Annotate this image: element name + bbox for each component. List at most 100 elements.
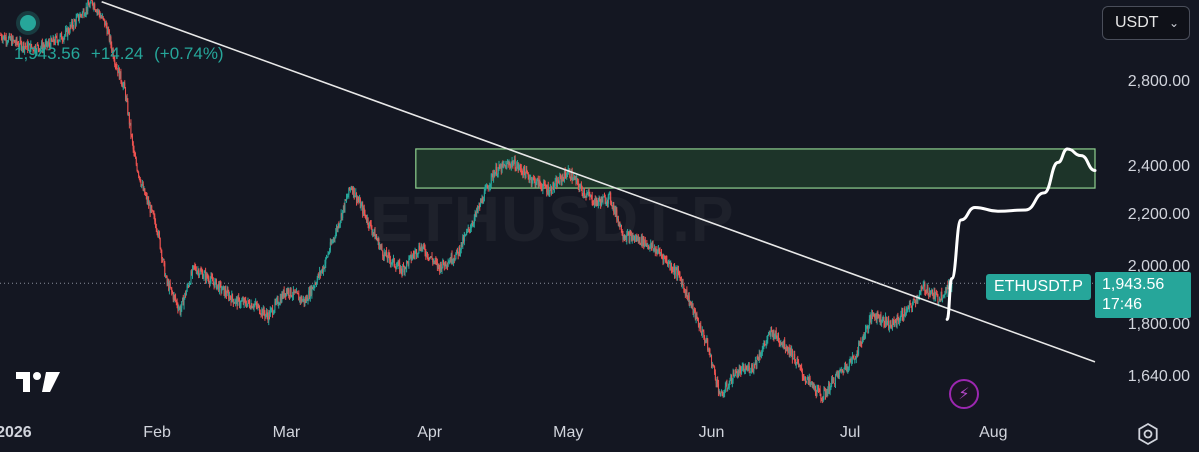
candle-body — [336, 227, 338, 230]
candle-body — [394, 265, 396, 268]
candle-body — [829, 389, 831, 392]
candle-body — [891, 325, 893, 328]
candle-body — [319, 271, 321, 275]
candle-body — [700, 325, 702, 333]
candle-body — [98, 10, 100, 12]
candle-body — [627, 232, 629, 234]
candle-body — [7, 37, 9, 42]
candle-body — [60, 33, 62, 36]
candle-body — [400, 266, 402, 272]
candle-body — [553, 182, 555, 189]
candle-body — [182, 298, 184, 306]
candle-body — [813, 383, 815, 389]
candle-body — [235, 298, 237, 300]
candle-body — [47, 44, 49, 47]
candle-body — [128, 113, 130, 125]
settings-gear-icon[interactable] — [1136, 422, 1160, 446]
candle-body — [148, 204, 150, 206]
candle-body — [642, 236, 644, 245]
candle-body — [934, 291, 936, 298]
candle-body — [922, 288, 924, 290]
candle-body — [637, 237, 639, 242]
candle-body — [365, 214, 367, 219]
candle-body — [810, 382, 812, 384]
candle-body — [811, 381, 813, 387]
candle-body — [375, 236, 377, 240]
candle-body — [716, 379, 718, 384]
candle-body — [113, 57, 115, 61]
candle-body — [153, 214, 155, 216]
candle-body — [274, 301, 276, 311]
candle-body — [45, 41, 47, 44]
candle-body — [841, 369, 843, 372]
candle-body — [721, 391, 723, 395]
candle-body — [925, 292, 927, 294]
currency-selector[interactable]: USDT ⌄ — [1102, 6, 1190, 40]
candle-body — [195, 266, 197, 271]
candle-body — [545, 186, 547, 188]
candle-body — [71, 21, 73, 27]
candle-body — [821, 399, 823, 402]
candle-body — [808, 376, 810, 382]
candle-body — [551, 192, 553, 194]
candle-body — [506, 162, 508, 164]
candle-body — [357, 198, 359, 201]
candle-body — [425, 253, 427, 257]
candle-body — [405, 267, 407, 269]
candle-body — [633, 235, 635, 240]
candle-body — [486, 185, 488, 188]
candle-body — [866, 325, 868, 328]
candle-body — [129, 122, 131, 125]
candle-body — [722, 394, 724, 397]
candle-body — [571, 171, 573, 180]
candle-body — [711, 354, 713, 366]
candle-body — [666, 259, 668, 263]
candle-body — [776, 336, 778, 340]
lightning-bolt-icon[interactable]: ⚡︎ — [949, 379, 979, 409]
candle-body — [340, 213, 342, 221]
candle-body — [540, 184, 542, 189]
candle-body — [293, 289, 295, 293]
candle-body — [547, 185, 549, 195]
candle-body — [632, 236, 634, 240]
candle-body — [536, 178, 538, 180]
candle-body — [738, 368, 740, 375]
candle-body — [101, 16, 103, 18]
candle-body — [904, 309, 906, 316]
candle-body — [644, 240, 646, 245]
candle-body — [591, 195, 593, 203]
candle-body — [337, 224, 339, 230]
candle-body — [21, 47, 23, 50]
candle-body — [13, 40, 15, 42]
candle-body — [294, 292, 296, 294]
candle-body — [233, 302, 235, 304]
candle-body — [892, 319, 894, 321]
candle-body — [43, 46, 45, 48]
candle-body — [235, 299, 237, 303]
candle-body — [798, 364, 800, 366]
candle-body — [151, 210, 153, 212]
candle-body — [310, 287, 312, 295]
candle-body — [855, 358, 857, 360]
candle-body — [118, 68, 120, 74]
candle-body — [303, 298, 305, 304]
candle-body — [517, 163, 519, 169]
candle-body — [578, 186, 580, 190]
candle-body — [406, 261, 408, 269]
candle-body — [669, 261, 671, 267]
candle-body — [819, 389, 821, 395]
candle-body — [500, 165, 502, 172]
candle-body — [185, 291, 187, 296]
candle-body — [217, 284, 219, 286]
candle-body — [404, 267, 406, 273]
candle-body — [179, 307, 181, 314]
tradingview-logo-icon[interactable] — [16, 368, 62, 396]
candle-body — [740, 369, 742, 374]
candle-body — [935, 293, 937, 298]
candle-body — [581, 188, 583, 194]
candle-body — [703, 331, 705, 338]
candle-body — [607, 201, 609, 204]
candle-body — [194, 265, 196, 267]
